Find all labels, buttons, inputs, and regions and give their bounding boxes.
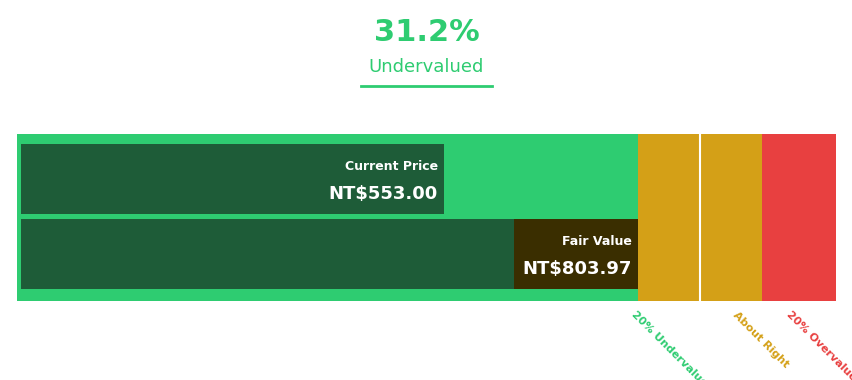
Bar	[762, 134, 835, 301]
Bar	[513, 219, 637, 289]
Bar	[17, 134, 513, 301]
Text: 20% Overvalued: 20% Overvalued	[784, 309, 852, 380]
Text: About Right: About Right	[730, 309, 790, 369]
Text: Current Price: Current Price	[344, 160, 437, 173]
Text: Undervalued: Undervalued	[368, 57, 484, 76]
Bar	[21, 144, 444, 214]
Bar	[699, 134, 762, 301]
Text: NT$803.97: NT$803.97	[521, 260, 630, 279]
Text: 20% Undervalued: 20% Undervalued	[630, 309, 714, 380]
Bar	[21, 219, 637, 289]
Text: Fair Value: Fair Value	[561, 235, 630, 248]
Text: 31.2%: 31.2%	[373, 18, 479, 48]
Text: NT$553.00: NT$553.00	[328, 185, 437, 203]
Bar	[637, 134, 699, 301]
Bar	[513, 134, 637, 301]
